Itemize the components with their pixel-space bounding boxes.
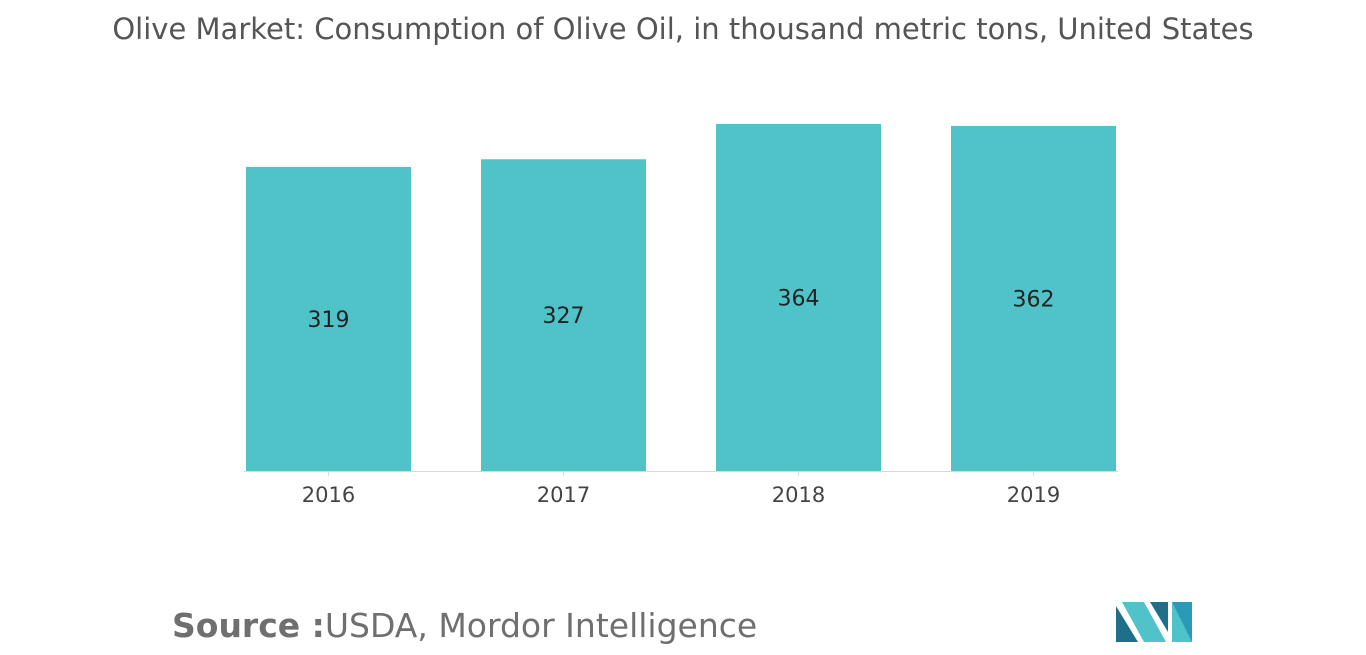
bar-2018 (716, 124, 881, 471)
value-label-2017: 327 (543, 304, 585, 329)
bar-2017 (481, 159, 646, 471)
source-note: Source :USDA, Mordor Intelligence (172, 606, 757, 645)
source-text: USDA, Mordor Intelligence (324, 606, 758, 645)
x-tick-label-2017: 2017 (537, 483, 590, 507)
x-tick-label-2016: 2016 (302, 483, 355, 507)
value-label-2016: 319 (308, 308, 350, 333)
mordor-intelligence-logo-icon (1116, 602, 1192, 642)
value-label-2018: 364 (778, 287, 820, 312)
bar-2019 (951, 125, 1116, 472)
x-tick-label-2019: 2019 (1007, 483, 1060, 507)
bar-chart: 319 2016 327 2017 364 2018 362 2019 (244, 124, 1118, 507)
source-prefix: Source : (172, 606, 325, 645)
x-tick-label-2018: 2018 (772, 483, 825, 507)
value-label-2019: 362 (1013, 287, 1055, 312)
chart-title: Olive Market: Consumption of Olive Oil, … (112, 12, 1254, 46)
bar-2016 (246, 166, 411, 471)
